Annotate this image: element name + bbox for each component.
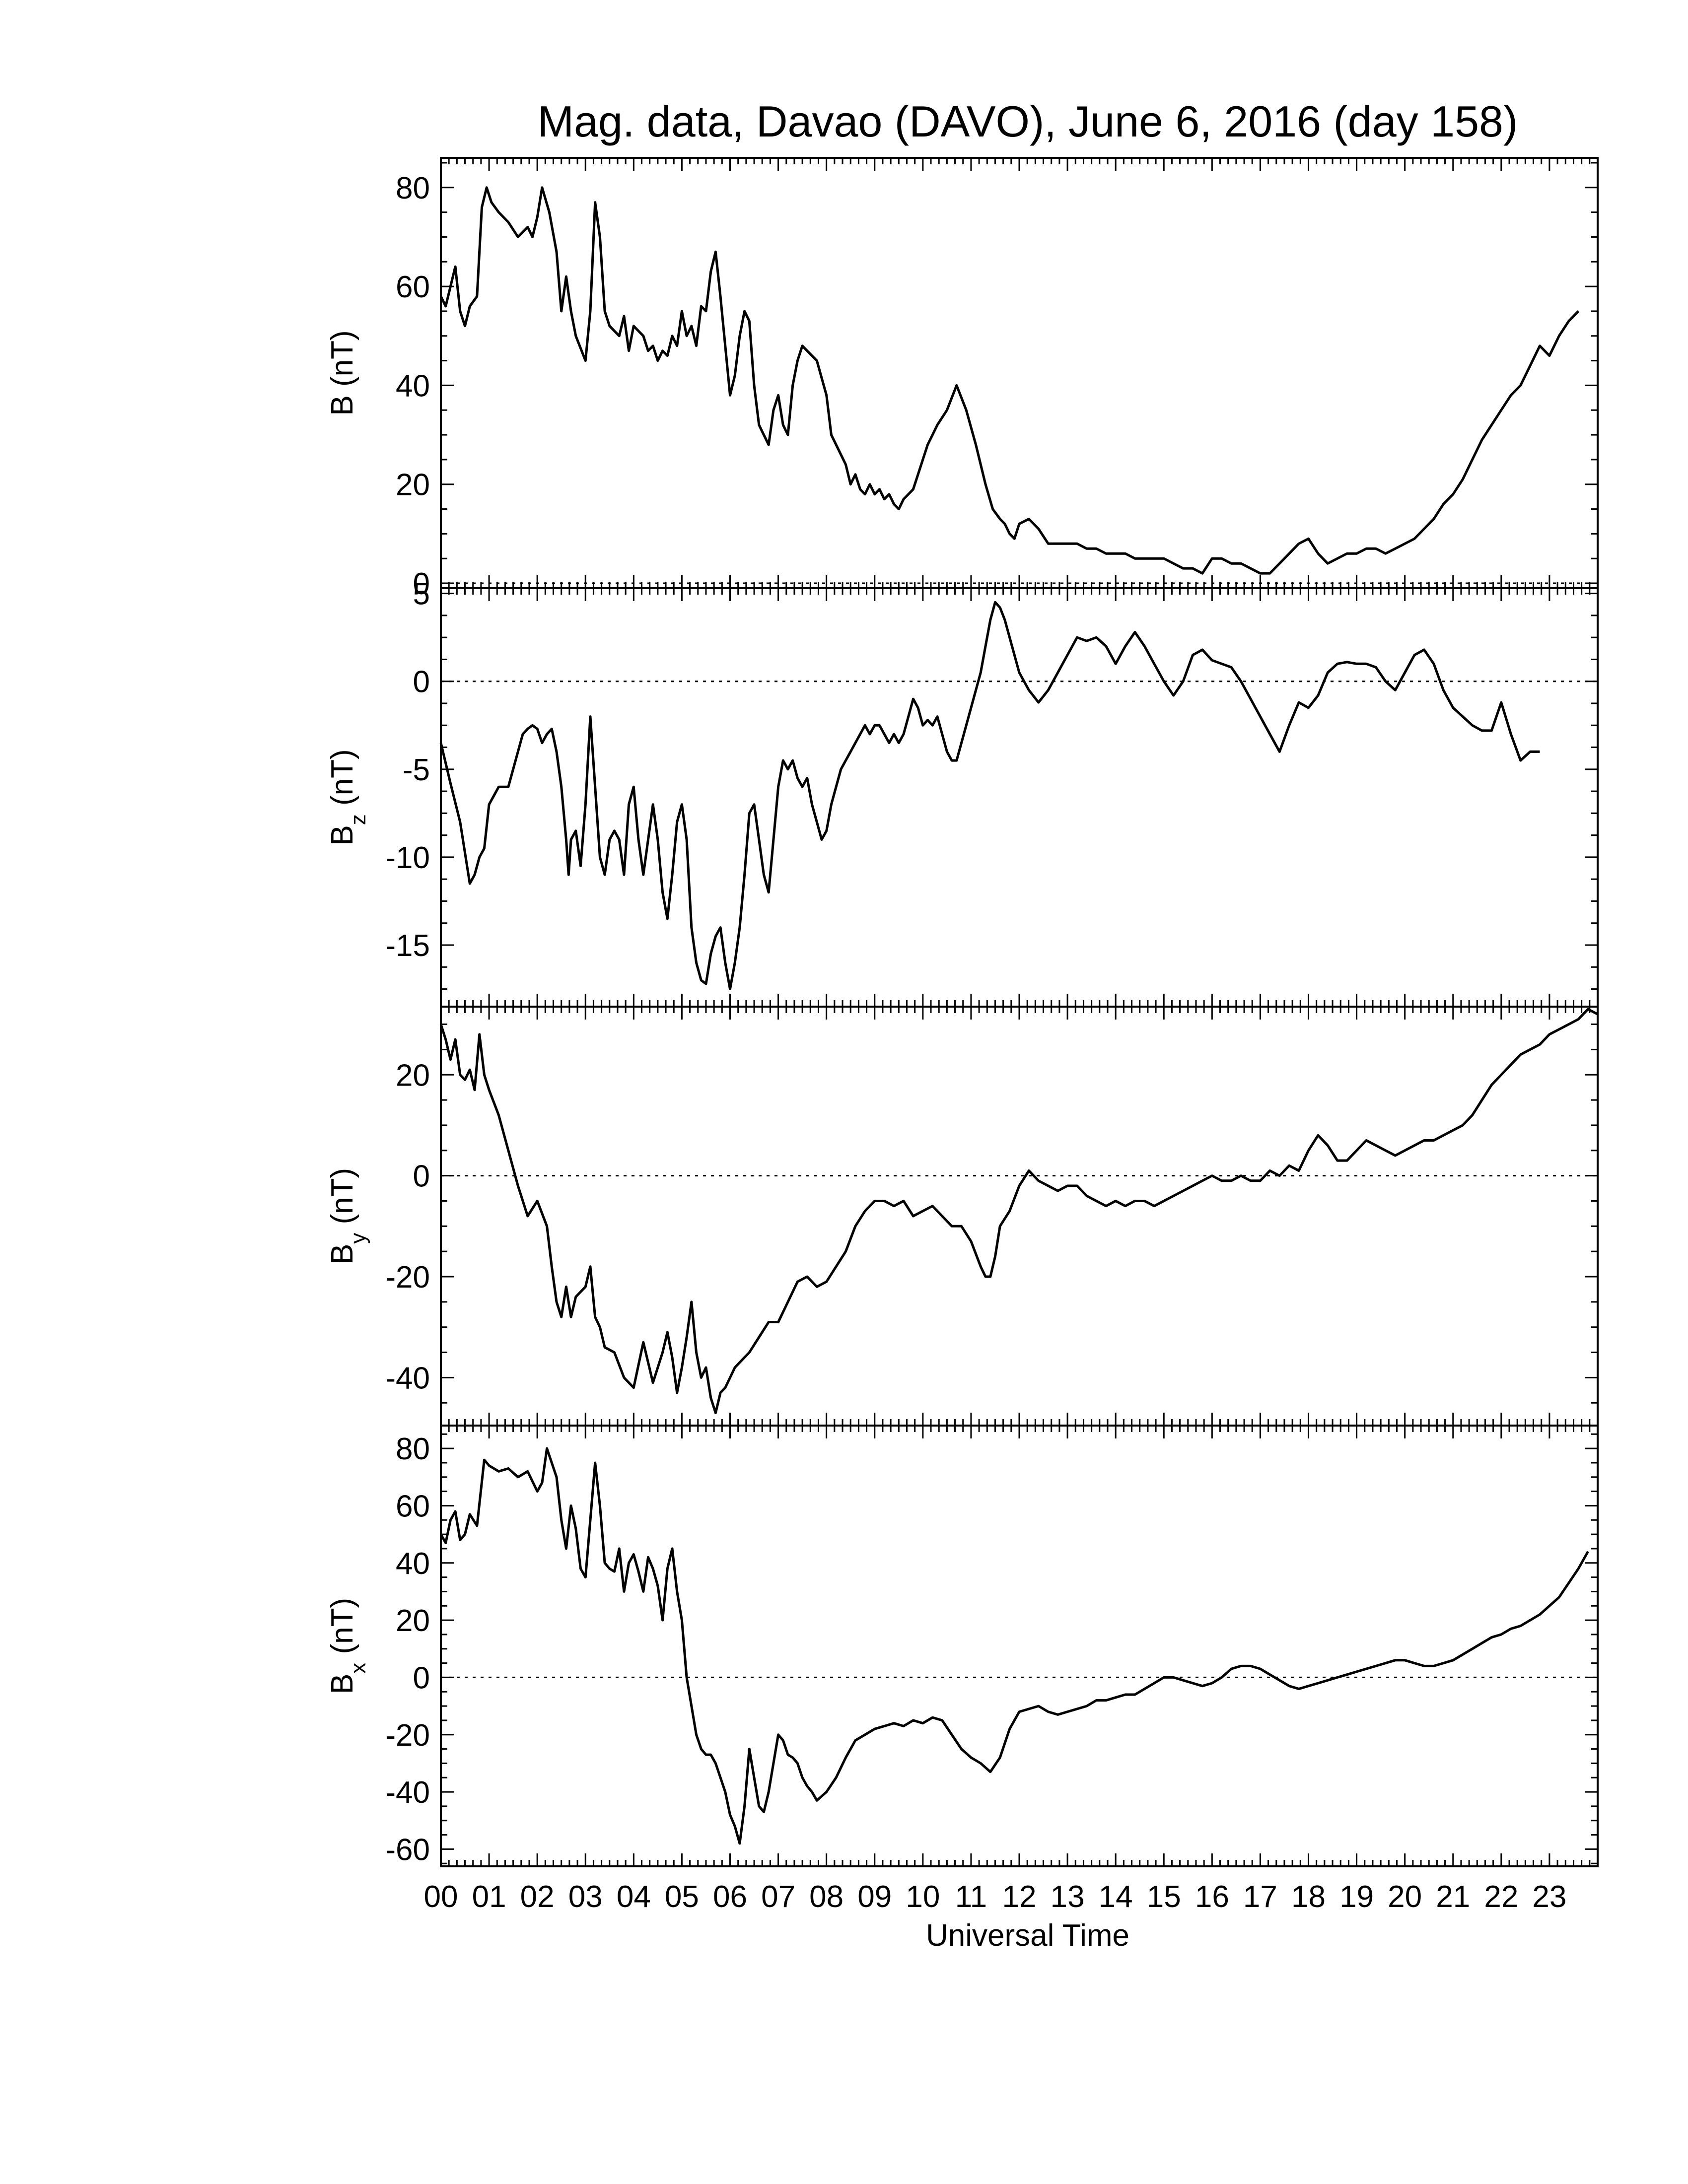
x-tick-label: 21: [1436, 1880, 1470, 1914]
x-tick-label: 10: [906, 1880, 940, 1914]
y-tick-label: -40: [385, 1361, 430, 1395]
y-tick-label: 20: [396, 468, 430, 502]
y-tick-label: -20: [385, 1718, 430, 1753]
x-tick-label: 02: [520, 1880, 555, 1914]
y-tick-label: 0: [413, 1160, 430, 1194]
y-tick-label: 20: [396, 1058, 430, 1092]
series-line-b: [439, 186, 1579, 575]
x-tick-label: 23: [1532, 1880, 1566, 1914]
y-tick-label: 0: [413, 567, 430, 601]
x-tick-labels: 00 01 02 03 04 05 06 07 08 09 10 11 12 13 14 15 16 17 18 19…: [424, 1880, 1567, 1914]
x-axis-label: Universal Time: [926, 1918, 1129, 1953]
x-tick-label: 01: [472, 1880, 506, 1914]
panel-b: 0 20 40 60 80 B (nT): [325, 157, 1599, 601]
y-tick-label: 5: [413, 577, 430, 612]
x-tick-label: 13: [1051, 1880, 1085, 1914]
y-tick-label: -60: [385, 1833, 430, 1867]
x-tick-label: 03: [568, 1880, 603, 1914]
x-tick-label: 07: [761, 1880, 795, 1914]
x-tick-label: 06: [713, 1880, 747, 1914]
x-tick-label: 09: [857, 1880, 892, 1914]
y-axis-label: Bx (nT): [325, 1598, 370, 1694]
x-tick-label: 00: [424, 1880, 458, 1914]
series-line-bz: [439, 601, 1540, 991]
y-tick-label: 40: [396, 1547, 430, 1581]
y-tick-label: 0: [413, 665, 430, 699]
series-line-by: [439, 1008, 1599, 1415]
x-tick-label: 11: [955, 1880, 987, 1914]
y-tick-label: -5: [403, 753, 430, 787]
y-tick-label: 80: [396, 1432, 430, 1466]
y-tick-label: 60: [396, 1489, 430, 1523]
y-tick-label: 60: [396, 270, 430, 304]
x-tick-label: 05: [665, 1880, 699, 1914]
y-tick-label: -15: [385, 929, 430, 963]
x-tick-label: 15: [1147, 1880, 1181, 1914]
x-tick-label: 12: [1002, 1880, 1037, 1914]
x-tick-label: 14: [1099, 1880, 1133, 1914]
y-tick-label: -40: [385, 1775, 430, 1810]
y-axis-label: B (nT): [325, 330, 359, 415]
panel-bx: -60 -40 -20 0 20 40 60 80 Bx (nT): [325, 1425, 1599, 1867]
x-tick-label: 18: [1291, 1880, 1326, 1914]
chart-title: Mag. data, Davao (DAVO), June 6, 2016 (d…: [538, 97, 1518, 146]
y-tick-label: 80: [396, 171, 430, 205]
y-axis-label: Bz (nT): [325, 749, 370, 845]
y-tick-label: 20: [396, 1604, 430, 1638]
x-tick-label: 04: [617, 1880, 651, 1914]
y-tick-label: -20: [385, 1260, 430, 1295]
panel-bz: -15 -10 -5 0 5 Bz (nT): [325, 577, 1599, 1008]
x-tick-label: 20: [1388, 1880, 1422, 1914]
series-line-bx: [439, 1447, 1589, 1845]
x-tick-label: 19: [1339, 1880, 1374, 1914]
y-tick-label: 40: [396, 369, 430, 403]
y-tick-label: 0: [413, 1661, 430, 1695]
x-tick-label: 22: [1484, 1880, 1518, 1914]
x-tick-label: 17: [1243, 1880, 1277, 1914]
y-axis-label: By (nT): [325, 1168, 370, 1264]
y-tick-label: -10: [385, 841, 430, 875]
x-tick-label: 16: [1195, 1880, 1229, 1914]
x-tick-label: 08: [809, 1880, 844, 1914]
